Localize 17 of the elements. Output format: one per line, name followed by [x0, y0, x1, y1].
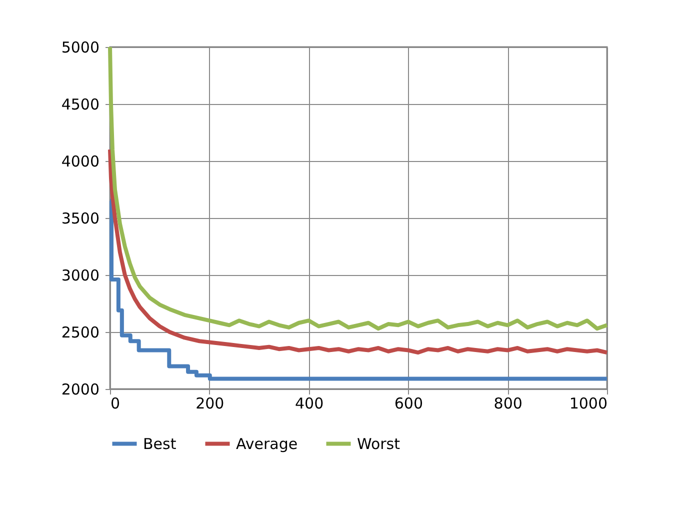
line-series [108, 148, 609, 355]
legend-label: Average [236, 434, 298, 453]
x-tick-label: 1000 [569, 394, 608, 412]
y-tick-label: 4000 [61, 152, 100, 170]
x-tick-label: 600 [394, 394, 424, 412]
y-tick-label: 5000 [61, 38, 100, 56]
x-tick-label: 0 [110, 394, 120, 412]
x-tick-label: 200 [196, 394, 224, 412]
legend-label: Best [143, 434, 176, 453]
y-tick-label: 2000 [61, 380, 100, 398]
y-tick-label: 3500 [61, 210, 100, 228]
x-tick-label: 400 [294, 394, 324, 412]
legend-label: Worst [357, 434, 400, 453]
y-tick-label: 4500 [61, 96, 100, 114]
y-tick-label: 2500 [61, 324, 100, 342]
x-tick-label: 800 [494, 394, 522, 412]
y-tick-label: 3000 [61, 266, 100, 284]
